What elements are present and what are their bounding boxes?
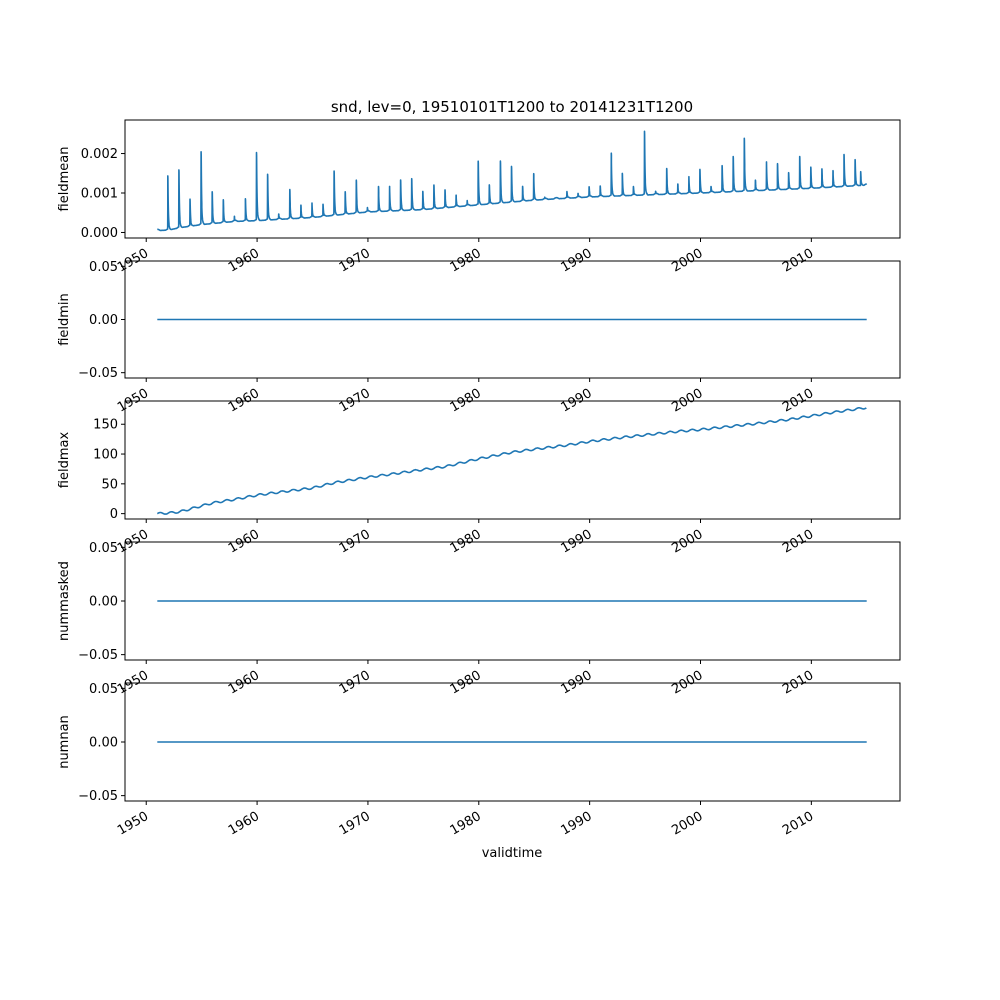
- y-axis-label: fieldmean: [57, 147, 72, 212]
- y-tick-label: −0.05: [78, 789, 118, 804]
- axes-frame: [124, 400, 901, 520]
- series-line-fieldmean: [156, 130, 868, 232]
- y-tick-label: 0.000: [81, 226, 118, 241]
- y-tick-label: 0.05: [89, 682, 118, 697]
- y-tick-label: −0.05: [78, 366, 118, 381]
- y-tick-label: 150: [93, 418, 118, 433]
- y-tick-label: 0.001: [81, 187, 118, 202]
- y-axis-label: fieldmax: [57, 432, 72, 489]
- y-tick-label: 50: [101, 477, 118, 492]
- y-tick-label: 0.05: [89, 541, 118, 556]
- y-tick-label: 0.00: [89, 595, 118, 610]
- y-tick-label: 0: [110, 507, 118, 522]
- y-tick-label: 0.00: [89, 313, 118, 328]
- y-tick-label: 0.05: [89, 260, 118, 275]
- y-tick-label: 0.002: [81, 147, 118, 162]
- y-axis-label: fieldmin: [57, 293, 72, 346]
- y-tick-label: 100: [93, 448, 118, 463]
- x-axis-label: validtime: [482, 846, 543, 861]
- y-tick-label: 0.00: [89, 736, 118, 751]
- y-axis-label: numnan: [57, 715, 72, 769]
- y-tick-label: −0.05: [78, 648, 118, 663]
- y-axis-label: nummasked: [57, 561, 72, 641]
- axes-frame: [124, 119, 901, 239]
- chart-title: snd, lev=0, 19510101T1200 to 20141231T12…: [331, 98, 693, 116]
- series-line-fieldmax: [157, 407, 867, 515]
